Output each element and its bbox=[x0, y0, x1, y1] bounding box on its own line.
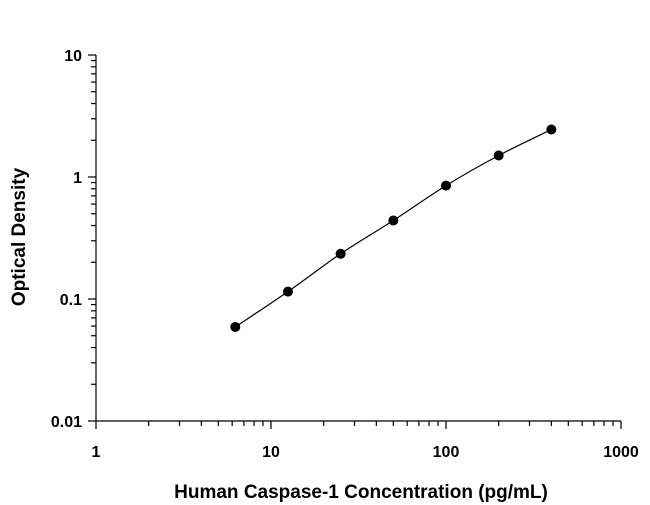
data-point bbox=[335, 248, 346, 259]
data-point bbox=[493, 150, 504, 161]
fit-curve bbox=[234, 128, 552, 328]
x-tick-label: 100 bbox=[433, 444, 460, 461]
data-point bbox=[441, 180, 451, 191]
tick-labels: 1 10 100 1000 0.01 0.1 1 10 bbox=[51, 48, 639, 461]
y-tick-label: 10 bbox=[64, 48, 82, 65]
y-axis-title: Optical Density bbox=[9, 167, 30, 306]
x-tick-label: 1 bbox=[92, 444, 101, 461]
data-point bbox=[282, 286, 293, 297]
y-tick-label: 0.1 bbox=[60, 292, 82, 309]
data-point bbox=[546, 124, 557, 135]
y-tick-label: 0.01 bbox=[51, 414, 82, 431]
data-points bbox=[230, 124, 557, 332]
ticks bbox=[88, 54, 622, 429]
axes bbox=[95, 55, 621, 422]
x-axis-title: Human Caspase-1 Concentration (pg/mL) bbox=[174, 482, 548, 503]
data-point bbox=[230, 321, 241, 332]
x-tick-label: 10 bbox=[262, 444, 280, 461]
y-tick-label: 1 bbox=[73, 170, 82, 187]
x-tick-label: 1000 bbox=[603, 444, 639, 461]
data-point bbox=[388, 215, 399, 226]
